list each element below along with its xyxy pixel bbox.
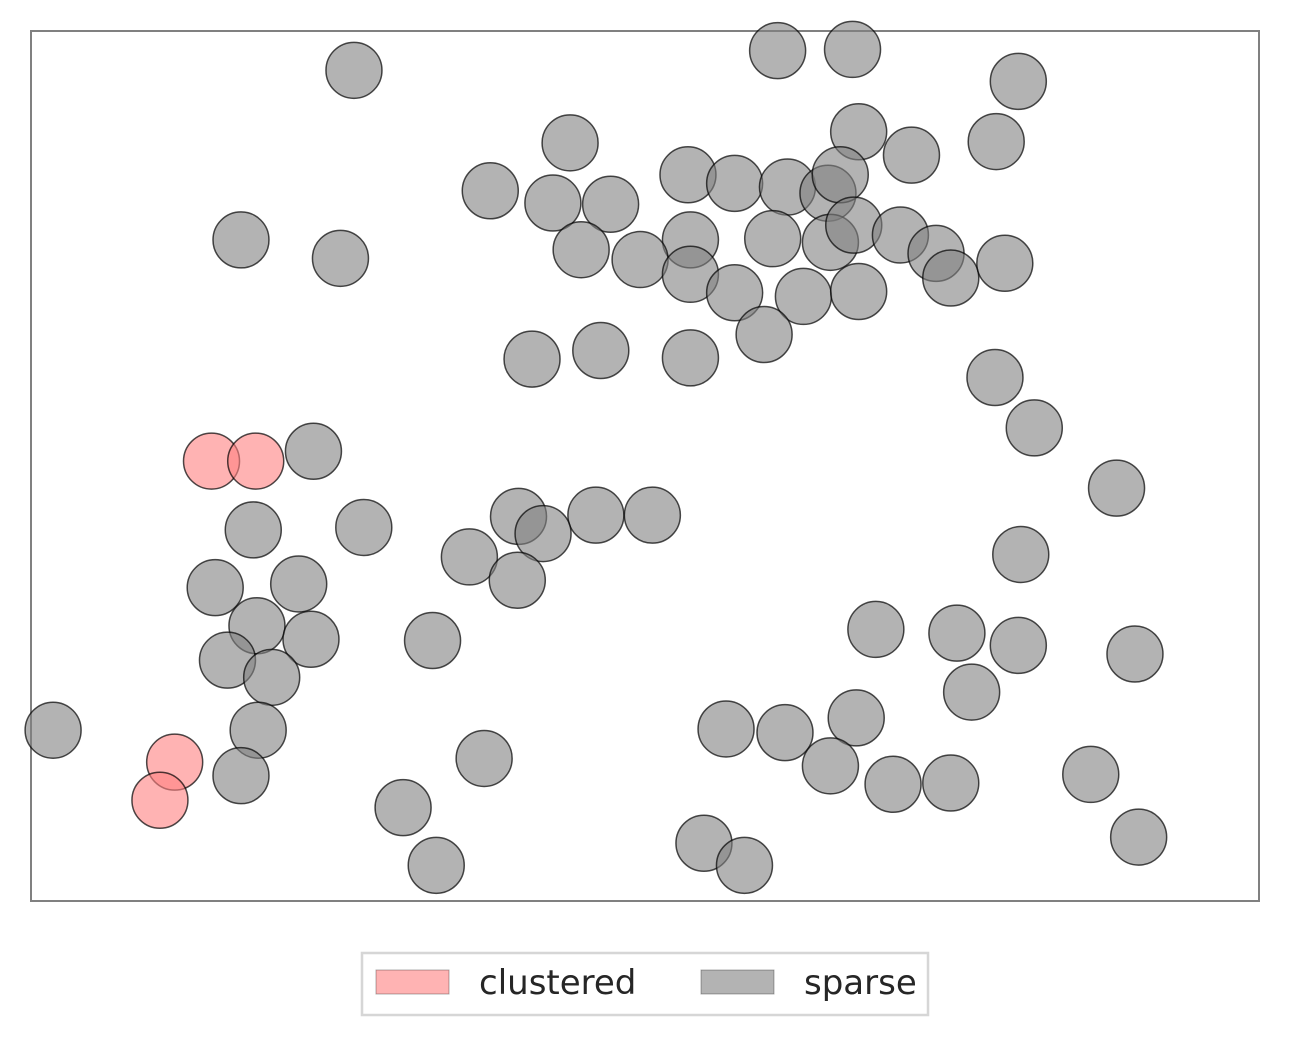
data-point-sparse (1087, 459, 1146, 517)
data-point-sparse (623, 486, 682, 544)
data-point-sparse (748, 21, 807, 80)
data-point-sparse (992, 525, 1050, 584)
data-point-sparse (572, 321, 630, 380)
data-point-sparse (541, 114, 599, 172)
data-point-sparse (882, 126, 941, 184)
data-point-sparse (440, 528, 499, 586)
series-clustered (131, 432, 285, 829)
data-point-sparse (976, 234, 1034, 292)
data-point-sparse (186, 558, 244, 617)
data-point-sparse (488, 551, 547, 610)
data-point-sparse (311, 229, 370, 288)
data-point-sparse (697, 700, 755, 758)
data-point-sparse (942, 663, 1001, 721)
data-point-sparse (715, 836, 774, 895)
data-point-sparse (455, 729, 513, 788)
legend-swatch-sparse (700, 969, 775, 995)
data-point-sparse (212, 746, 270, 805)
data-point-sparse (967, 112, 1025, 171)
data-point-sparse (864, 755, 922, 814)
data-point-sparse (1106, 625, 1164, 683)
data-point-sparse (374, 778, 432, 837)
data-point-sparse (514, 504, 572, 563)
data-point-sparse (407, 836, 465, 895)
legend-label-clustered: clustered (479, 963, 636, 1003)
data-point-sparse (825, 196, 883, 254)
data-point-sparse (1062, 745, 1120, 804)
data-point-sparse (705, 263, 764, 322)
series-sparse (24, 20, 1168, 895)
data-point-sparse (847, 600, 905, 659)
points-layer (24, 20, 1168, 895)
legend-frame (360, 951, 930, 1017)
data-point-sparse (928, 604, 986, 662)
data-point-sparse (581, 175, 640, 234)
data-point-sparse (552, 220, 610, 279)
data-point-sparse (224, 501, 283, 559)
data-point-clustered (131, 771, 189, 829)
data-point-sparse (242, 648, 301, 707)
data-point-sparse (756, 703, 814, 762)
data-point-sparse (989, 616, 1048, 675)
data-point-sparse (829, 262, 888, 321)
data-point-sparse (966, 348, 1024, 407)
data-point-sparse (24, 701, 82, 759)
legend-label-sparse: sparse (804, 963, 917, 1003)
data-point-sparse (801, 737, 860, 795)
data-point-sparse (989, 52, 1048, 111)
data-point-sparse (461, 161, 520, 220)
data-point-sparse (269, 555, 328, 613)
data-point-sparse (922, 249, 980, 307)
data-point-sparse (827, 689, 885, 747)
data-point-sparse (284, 422, 343, 481)
data-point-clustered (226, 432, 285, 490)
data-point-sparse (325, 41, 383, 100)
data-point-sparse (922, 754, 980, 812)
data-point-sparse (503, 330, 561, 388)
legend: clustered sparse (360, 951, 930, 1017)
data-point-sparse (1005, 399, 1064, 457)
data-point-sparse (282, 610, 340, 669)
data-point-sparse (823, 20, 882, 79)
data-point-sparse (335, 498, 393, 557)
data-point-sparse (735, 305, 793, 364)
data-point-sparse (403, 611, 462, 670)
data-point-sparse (212, 211, 270, 269)
legend-swatch-clustered (375, 969, 450, 995)
data-point-sparse (811, 146, 870, 204)
data-point-sparse (567, 486, 625, 544)
data-point-sparse (705, 154, 764, 213)
data-point-sparse (661, 329, 720, 387)
data-point-sparse (611, 230, 669, 289)
data-point-sparse (1109, 808, 1168, 866)
data-point-sparse (743, 209, 802, 268)
data-point-sparse (524, 174, 582, 232)
